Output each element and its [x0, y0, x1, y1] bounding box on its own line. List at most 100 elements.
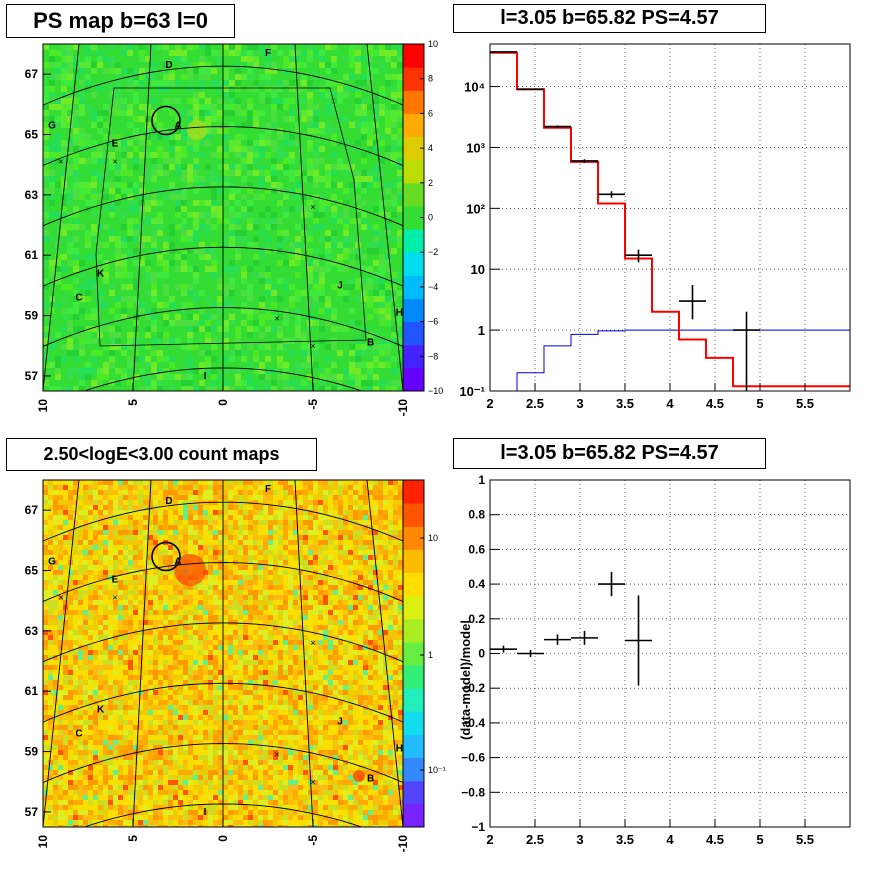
count-map-cell — [393, 580, 398, 585]
count-map-cell — [303, 510, 308, 515]
count-map-cell — [253, 490, 258, 495]
count-map-cell — [233, 545, 238, 550]
count-map-cell — [78, 520, 83, 525]
ps-map-cell — [343, 200, 349, 206]
y-tick-label: 61 — [25, 248, 39, 262]
ps-map-cell — [145, 356, 151, 362]
count-map-cell — [388, 480, 393, 485]
ps-map-cell — [247, 344, 253, 350]
ps-map-cell — [259, 380, 265, 386]
count-map-cell — [333, 620, 338, 625]
ps-map-cell — [235, 200, 241, 206]
count-map-cell — [328, 600, 333, 605]
count-map-cell — [373, 605, 378, 610]
count-map-cell — [258, 655, 263, 660]
ps-map-cell — [205, 110, 211, 116]
ps-map-cell — [271, 92, 277, 98]
count-map-cell — [233, 550, 238, 555]
ps-map-cell — [241, 350, 247, 356]
count-map-cell — [318, 580, 323, 585]
ps-map-cell — [67, 236, 73, 242]
ps-map-cell — [91, 284, 97, 290]
count-map-cell — [348, 675, 353, 680]
ps-map-cell — [157, 188, 163, 194]
count-map-cell — [183, 495, 188, 500]
count-map-cell — [243, 560, 248, 565]
count-map-cell — [203, 485, 208, 490]
count-map-cell — [113, 520, 118, 525]
count-map-cell — [233, 590, 238, 595]
ps-map-cell — [247, 170, 253, 176]
source-label-d: D — [165, 60, 172, 71]
count-map-cell — [228, 565, 233, 570]
count-map-cell — [388, 590, 393, 595]
count-map-cell — [58, 650, 63, 655]
count-map-cell — [163, 655, 168, 660]
ps-map-cell — [109, 344, 115, 350]
ps-map-cell — [169, 338, 175, 344]
ps-map-cell — [175, 116, 181, 122]
count-map-cell — [63, 580, 68, 585]
count-map-cell — [93, 550, 98, 555]
count-map-cell — [118, 580, 123, 585]
ps-map-cell — [103, 242, 109, 248]
count-map-cell — [193, 530, 198, 535]
ps-map-cell — [343, 164, 349, 170]
ps-map-cell — [379, 104, 385, 110]
count-map-cell — [58, 630, 63, 635]
count-map-cell — [88, 660, 93, 665]
ps-map-cell — [301, 98, 307, 104]
count-map-cell — [58, 645, 63, 650]
ps-map-cell — [157, 272, 163, 278]
count-map-cell — [343, 590, 348, 595]
ps-map-cell — [367, 344, 373, 350]
count-map-cell — [378, 500, 383, 505]
count-map-cell — [188, 590, 193, 595]
count-map-cell — [373, 665, 378, 670]
count-map-cell — [383, 510, 388, 515]
spectrum-title: l=3.05 b=65.82 PS=4.57 — [453, 4, 766, 33]
count-map-cell — [398, 500, 403, 505]
ps-map-cell — [217, 62, 223, 68]
ps-map-cell — [151, 218, 157, 224]
count-map-cell — [83, 535, 88, 540]
ps-map-cell — [115, 104, 121, 110]
count-map-cell — [373, 635, 378, 640]
count-map-cell — [203, 625, 208, 630]
count-map-cell — [148, 505, 153, 510]
count-map-cell — [213, 515, 218, 520]
count-map-cell — [333, 630, 338, 635]
count-map-cell — [263, 520, 268, 525]
ps-map-cell — [265, 278, 271, 284]
count-map-cell — [123, 585, 128, 590]
count-map-cell — [118, 680, 123, 685]
count-map-cell — [228, 620, 233, 625]
count-map-cell — [148, 535, 153, 540]
ps-map-cell — [277, 344, 283, 350]
count-map-cell — [253, 645, 258, 650]
count-map-cell — [198, 665, 203, 670]
source-label-c: C — [75, 292, 82, 303]
count-map-cell — [188, 495, 193, 500]
ps-map-cell — [277, 80, 283, 86]
count-map-cell — [288, 590, 293, 595]
ps-map-cell — [343, 254, 349, 260]
count-map-cell — [173, 525, 178, 530]
count-map-cell — [248, 510, 253, 515]
count-map-cell — [378, 660, 383, 665]
count-map-cell — [343, 555, 348, 560]
count-map-cell — [43, 645, 48, 650]
count-map-cell — [378, 510, 383, 515]
ps-map-cell — [313, 176, 319, 182]
count-map-cell — [48, 580, 53, 585]
count-map-cell — [53, 585, 58, 590]
count-map-cell — [113, 485, 118, 490]
count-map-cell — [188, 615, 193, 620]
count-map-cell — [48, 665, 53, 670]
ps-map-cell — [397, 176, 403, 182]
count-map-cell — [398, 585, 403, 590]
count-map-cell — [133, 530, 138, 535]
count-map-cell — [168, 525, 173, 530]
ps-map-cell — [151, 134, 157, 140]
count-map-cell — [123, 620, 128, 625]
